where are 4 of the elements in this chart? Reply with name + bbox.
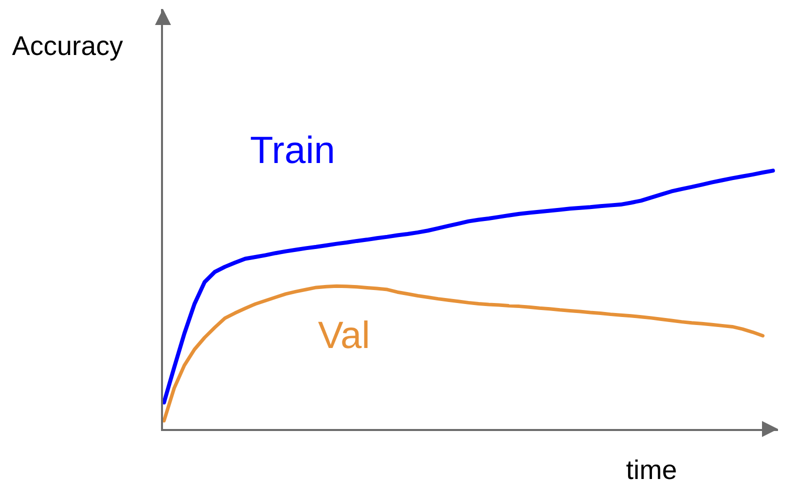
y-axis-title: Accuracy <box>12 31 124 61</box>
x-axis-title: time <box>626 455 678 485</box>
series-label: Train <box>250 130 336 172</box>
series-label: Val <box>318 315 370 357</box>
